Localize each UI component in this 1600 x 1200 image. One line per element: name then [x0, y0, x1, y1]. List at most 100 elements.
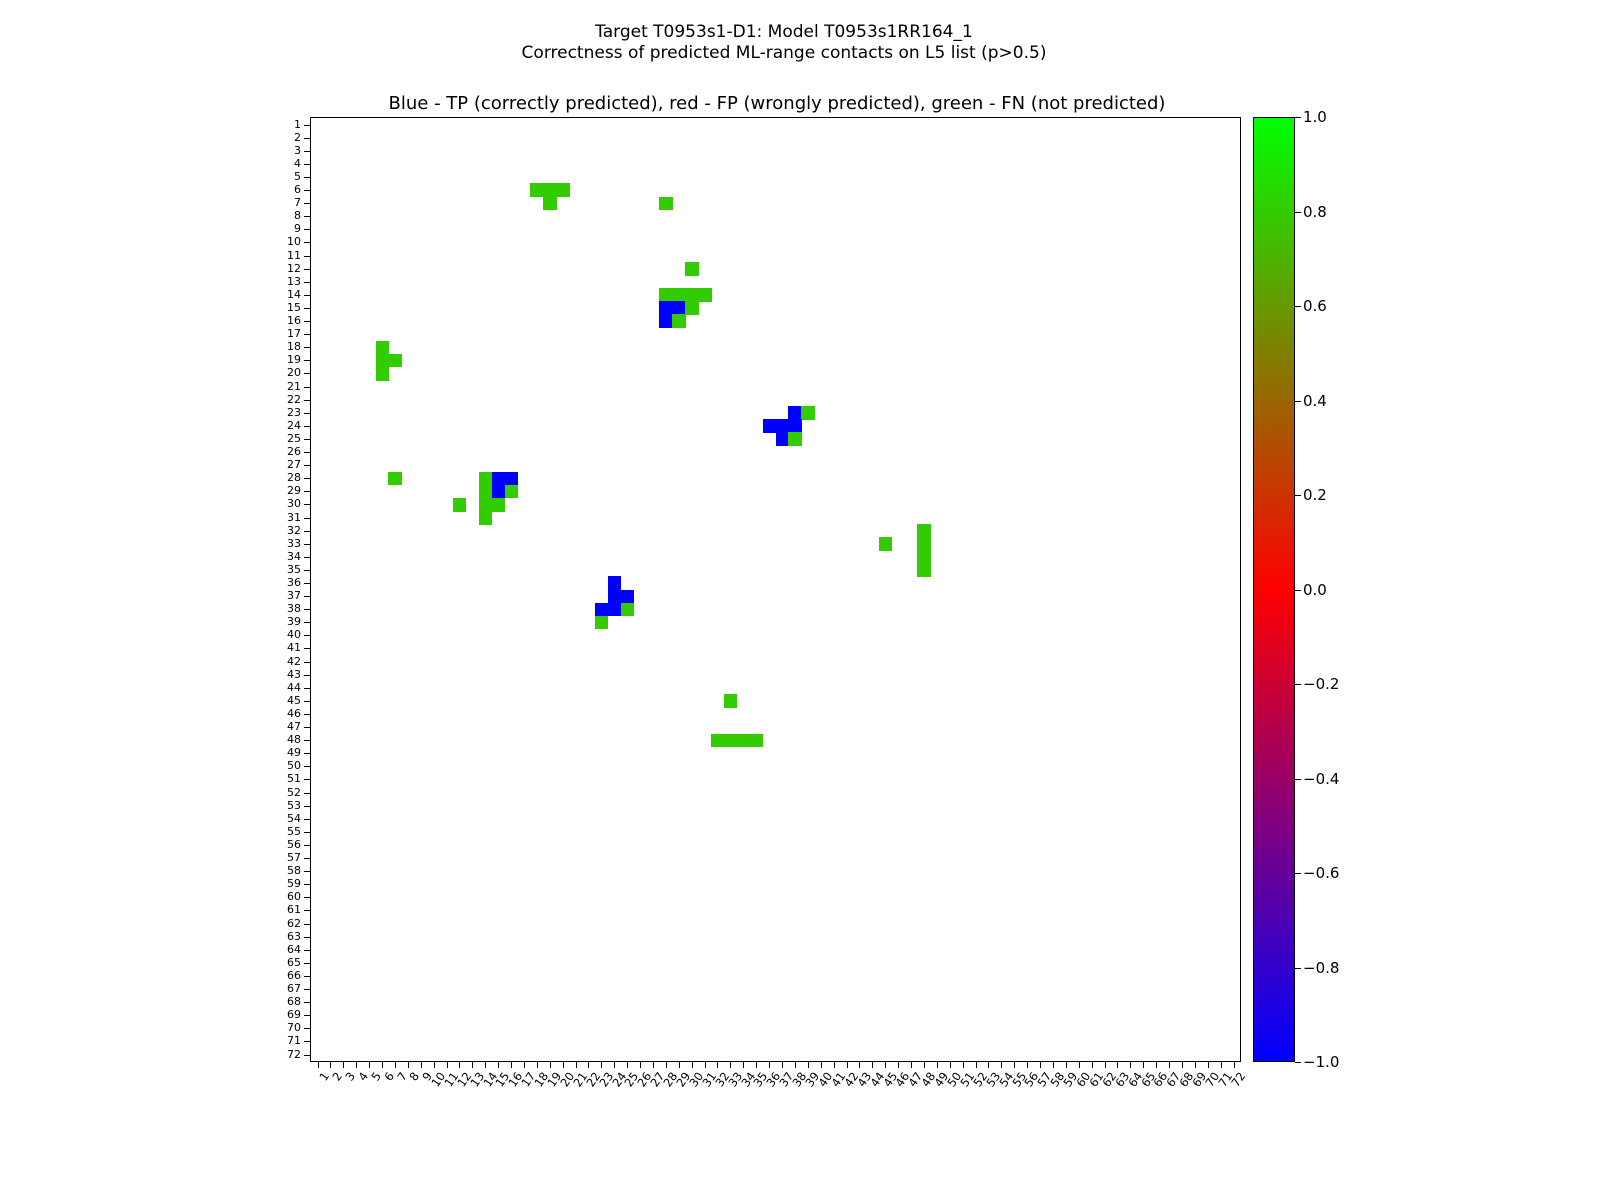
y-tick-16	[304, 321, 310, 322]
y-tick-label-58: 58	[287, 864, 301, 878]
colorbar-tick-label-0.4: 0.4	[1303, 391, 1327, 410]
contact-cell-fn-r16-c29	[672, 314, 686, 329]
colorbar-tick-label-−0.2: −0.2	[1303, 675, 1340, 693]
contact-cell-fn-r48-c32	[710, 733, 725, 748]
contact-cell-fn-r25-c38	[788, 432, 802, 447]
y-tick-label-49: 49	[287, 746, 301, 760]
x-tick-label-4: 4	[355, 1069, 371, 1084]
x-tick-label-6: 6	[380, 1069, 397, 1084]
x-tick-5	[369, 1062, 371, 1068]
y-tick-5	[304, 176, 310, 178]
colorbar-tick-−0.6	[1295, 873, 1301, 874]
x-tick-11	[446, 1062, 448, 1068]
y-tick-label-10: 10	[287, 235, 301, 249]
x-tick-45	[885, 1062, 887, 1068]
contact-cell-fn-r28-c14	[478, 471, 493, 486]
y-tick-33	[304, 543, 310, 545]
contact-cell-tp-r29-c15	[491, 484, 506, 499]
y-tick-label-13: 13	[287, 274, 301, 288]
y-tick-36	[304, 583, 310, 584]
contact-cell-fn-r14-c28	[659, 288, 673, 302]
y-tick-12	[304, 268, 310, 270]
y-tick-label-47: 47	[287, 720, 301, 733]
y-tick-label-32: 32	[287, 523, 301, 537]
x-tick-label-8: 8	[406, 1069, 423, 1084]
x-tick-20	[562, 1062, 564, 1068]
y-tick-43	[304, 674, 310, 676]
x-tick-10	[433, 1062, 435, 1068]
x-tick-label-5: 5	[368, 1069, 384, 1084]
x-tick-12	[459, 1062, 461, 1068]
contact-cell-fn-r14-c29	[672, 288, 686, 302]
x-tick-15	[498, 1062, 500, 1068]
y-tick-label-12: 12	[287, 261, 301, 275]
y-tick-label-16: 16	[287, 314, 301, 327]
colorbar-tick-label-−0.8: −0.8	[1303, 958, 1340, 977]
y-tick-8	[304, 216, 310, 218]
y-tick-58	[304, 871, 310, 873]
x-tick-27	[652, 1062, 654, 1068]
contact-cell-tp-r24-c37	[775, 419, 789, 433]
colorbar-tick-−0.2	[1295, 684, 1301, 685]
y-tick-label-31: 31	[287, 510, 301, 524]
x-tick-1	[317, 1062, 319, 1068]
y-tick-label-28: 28	[287, 471, 301, 485]
y-tick-21	[304, 386, 310, 388]
x-tick-label-72: 72	[1228, 1069, 1249, 1090]
contact-cell-fn-r35-c48	[917, 563, 931, 577]
y-tick-2	[304, 137, 310, 139]
contact-cell-fn-r34-c48	[917, 550, 931, 564]
y-tick-label-56: 56	[287, 837, 301, 851]
x-tick-31	[704, 1062, 706, 1068]
contact-cell-tp-r25-c37	[775, 432, 789, 447]
y-tick-61	[304, 910, 310, 912]
x-tick-7	[394, 1062, 396, 1068]
contact-cell-fn-r14-c30	[685, 288, 699, 302]
y-tick-label-52: 52	[287, 785, 301, 799]
y-tick-24	[304, 425, 310, 427]
contact-cell-fn-r6-c20	[556, 183, 570, 198]
contact-cell-tp-r28-c16	[504, 471, 519, 486]
y-tick-35	[304, 569, 310, 571]
y-tick-38	[304, 609, 310, 611]
y-tick-45	[304, 700, 310, 702]
contact-cell-fn-r19-c6	[375, 353, 389, 368]
contact-map-plot	[310, 117, 1241, 1062]
x-tick-60	[1078, 1062, 1080, 1068]
y-tick-1	[304, 124, 310, 126]
x-tick-54	[1001, 1062, 1003, 1068]
y-tick-3	[304, 150, 310, 152]
y-tick-label-62: 62	[287, 916, 301, 930]
colorbar-tick-0.6	[1295, 306, 1301, 307]
y-tick-label-1: 1	[294, 117, 301, 131]
y-tick-49	[304, 753, 310, 755]
y-tick-17	[304, 334, 310, 336]
x-tick-43	[859, 1062, 861, 1068]
colorbar-tick-0.4	[1295, 400, 1301, 402]
x-tick-26	[640, 1062, 641, 1068]
y-tick-9	[304, 229, 310, 231]
contact-cell-fn-r31-c14	[478, 510, 493, 525]
y-tick-29	[304, 491, 310, 493]
contact-cell-fn-r6-c19	[543, 183, 557, 198]
y-tick-label-25: 25	[287, 431, 301, 445]
y-tick-56	[304, 844, 310, 846]
x-tick-label-1: 1	[316, 1069, 333, 1084]
contact-cell-fn-r28-c7	[388, 471, 402, 486]
contact-cell-fn-r30-c12	[452, 497, 467, 512]
y-tick-label-17: 17	[287, 327, 301, 341]
x-tick-38	[794, 1062, 796, 1068]
contact-cell-tp-r24-c38	[788, 419, 802, 433]
y-tick-label-51: 51	[287, 772, 301, 786]
y-tick-53	[304, 805, 310, 807]
x-tick-66	[1156, 1062, 1158, 1068]
y-tick-11	[304, 255, 310, 257]
contact-cell-tp-r38-c24	[607, 602, 622, 617]
contact-cell-fn-r20-c6	[375, 366, 389, 381]
x-tick-56	[1027, 1062, 1029, 1068]
y-tick-label-68: 68	[287, 995, 301, 1009]
x-tick-16	[511, 1062, 512, 1068]
y-tick-13	[304, 281, 310, 283]
y-tick-label-40: 40	[287, 628, 301, 642]
x-tick-40	[820, 1062, 822, 1068]
